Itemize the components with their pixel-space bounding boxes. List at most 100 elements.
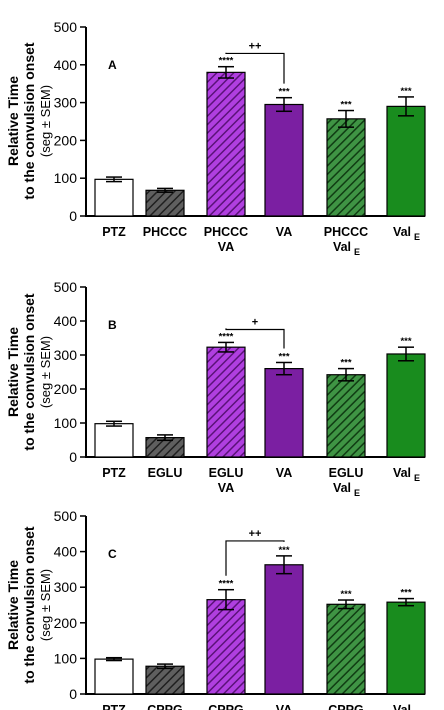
panel-letter: C: [108, 547, 117, 561]
y-tick-label: 200: [54, 132, 78, 148]
y-axis-title-line3: (seg ± SEM): [38, 569, 53, 641]
chart-panel-c: Relative Time to the convulsion onset (seg…: [5, 508, 426, 710]
bar: [386, 105, 426, 217]
x-tick-label: PTZ: [102, 466, 126, 480]
error-bar: [157, 434, 173, 442]
significance-label: ***: [340, 589, 351, 600]
bar: [326, 603, 366, 695]
x-label-line1: EGLU: [209, 466, 244, 480]
y-tick-label: 300: [54, 347, 78, 363]
x-tick-label: PHCCC: [143, 225, 187, 239]
error-bar: [276, 96, 292, 113]
x-label-line1: CPPG: [328, 703, 363, 710]
bar: [94, 178, 134, 217]
x-label-line2: VA: [218, 481, 234, 495]
bar: [94, 423, 134, 458]
significance-label: ***: [400, 588, 411, 599]
x-label-subscript: E: [354, 247, 360, 257]
y-tick-label: 300: [54, 579, 78, 595]
y-tick-label: 500: [54, 508, 78, 524]
y-tick-label: 300: [54, 95, 78, 111]
bar: [145, 665, 185, 695]
error-bar: [157, 663, 173, 670]
x-label-subscript: E: [354, 488, 360, 498]
x-label-line1: VA: [276, 703, 292, 710]
x-label-line1: PTZ: [102, 466, 126, 480]
x-label-line1: Val: [393, 466, 411, 480]
x-label-line1: EGLU: [148, 466, 183, 480]
x-label-line1: Val: [393, 703, 411, 710]
error-bar: [276, 361, 292, 376]
error-bar: [338, 109, 354, 128]
bar: [326, 118, 366, 217]
y-axis-title-line1: Relative Time: [5, 560, 21, 650]
bar: [264, 103, 304, 217]
x-tick-label: PTZ: [102, 225, 126, 239]
significance-label: ***: [278, 87, 289, 98]
x-label-line1: VA: [276, 225, 292, 239]
x-tick-label: VA: [276, 225, 292, 239]
error-bar: [106, 176, 122, 183]
y-axis-title-line1: Relative Time: [5, 76, 21, 166]
y-tick-label: 400: [54, 313, 78, 329]
bar: [386, 353, 426, 458]
significance-label: ***: [340, 100, 351, 111]
x-tick-label: VA: [276, 466, 292, 480]
bar: [206, 346, 246, 458]
error-bar: [398, 597, 414, 607]
comparison-bracket: +: [225, 317, 285, 349]
x-label-line1: CPPG: [208, 703, 243, 710]
chart-panel-a: Relative Time to the convulsion onset (seg…: [5, 19, 426, 257]
chart-panel-b: Relative Time to the convulsion onset (seg…: [5, 279, 426, 498]
y-tick-label: 100: [54, 170, 78, 186]
error-bar: [157, 187, 173, 193]
error-bar: [218, 341, 234, 353]
x-label-line2: VA: [218, 240, 234, 254]
bar: [386, 601, 426, 695]
bar: [145, 189, 185, 217]
x-label-line1: Val: [393, 225, 411, 239]
y-axis-label: Relative Time to the convulsion onset (seg…: [5, 293, 53, 450]
y-tick-label: 0: [69, 686, 77, 702]
x-label-line1: VA: [276, 466, 292, 480]
x-label-line1: PTZ: [102, 225, 126, 239]
y-tick-label: 100: [54, 650, 78, 666]
y-tick-label: 0: [69, 208, 77, 224]
bar: [264, 564, 304, 695]
x-label-line1: PHCCC: [324, 225, 368, 239]
x-label-subscript: E: [414, 473, 420, 483]
y-tick-label: 0: [69, 449, 77, 465]
y-tick-label: 400: [54, 57, 78, 73]
significance-label: ***: [278, 351, 289, 362]
bar: [206, 71, 246, 217]
significance-label: ****: [219, 579, 234, 590]
error-bar: [218, 65, 234, 79]
significance-label: ***: [400, 86, 411, 97]
x-tick-label: CPPGValE: [328, 703, 363, 710]
error-bar: [398, 96, 414, 117]
error-bar: [218, 588, 234, 611]
x-tick-label: VA: [276, 703, 292, 710]
bar: [264, 368, 304, 458]
y-axis-title-line3: (seg ± SEM): [38, 336, 53, 408]
x-tick-label: PTZ: [102, 703, 126, 710]
comparison-bracket: ++: [225, 40, 285, 84]
y-tick-label: 100: [54, 415, 78, 431]
y-tick-label: 200: [54, 615, 78, 631]
bar: [94, 658, 134, 695]
error-bar: [398, 346, 414, 362]
y-axis-title-line2: to the convulsion onset: [21, 293, 37, 450]
x-label-line1: PHCCC: [143, 225, 187, 239]
x-label-subscript: E: [414, 232, 420, 242]
significance-label: ****: [219, 331, 234, 342]
x-tick-label: CPPGVA: [208, 703, 243, 710]
x-label-line1: CPPG: [147, 703, 182, 710]
y-tick-label: 200: [54, 381, 78, 397]
x-label-line2: Val: [333, 481, 351, 495]
